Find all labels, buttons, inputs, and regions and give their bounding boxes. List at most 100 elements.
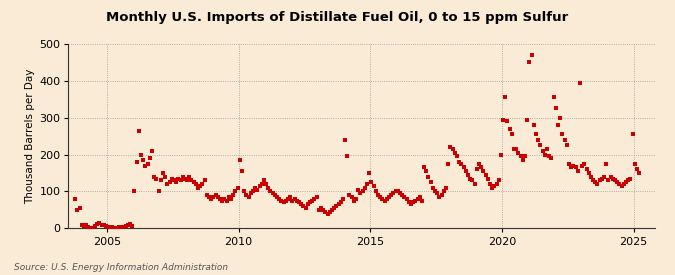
Point [269, 193, 280, 197]
Point [360, 186, 371, 190]
Point [261, 182, 271, 186]
Point [414, 195, 425, 199]
Point [366, 180, 377, 184]
Point [243, 195, 254, 199]
Point [597, 176, 608, 181]
Point [478, 169, 489, 173]
Point [504, 126, 515, 131]
Point [316, 206, 327, 210]
Point [513, 150, 524, 155]
Point [632, 167, 643, 172]
Point [629, 161, 640, 166]
Point [425, 180, 436, 184]
Y-axis label: Thousand Barrels per Day: Thousand Barrels per Day [25, 68, 35, 204]
Point [562, 143, 572, 147]
Point [599, 174, 610, 179]
Point [276, 199, 287, 203]
Point [495, 152, 506, 157]
Point [166, 176, 177, 181]
Point [96, 222, 107, 227]
Point [136, 152, 146, 157]
Point [111, 226, 122, 230]
Point [204, 195, 215, 199]
Point [555, 116, 566, 120]
Point [506, 132, 517, 136]
Point [462, 173, 473, 177]
Point [160, 174, 171, 179]
Point [186, 178, 197, 183]
Point [138, 158, 148, 162]
Point [460, 169, 471, 173]
Point [497, 117, 508, 122]
Point [140, 163, 151, 168]
Point [113, 225, 124, 229]
Point [213, 195, 223, 199]
Point [441, 186, 452, 190]
Point [122, 222, 133, 227]
Point [259, 178, 269, 183]
Point [566, 165, 576, 170]
Point [618, 182, 629, 186]
Point [568, 163, 578, 168]
Point [340, 138, 350, 142]
Point [590, 180, 601, 184]
Point [182, 178, 192, 183]
Point [307, 199, 318, 203]
Point [263, 186, 273, 190]
Point [175, 178, 186, 183]
Point [410, 199, 421, 203]
Point [605, 174, 616, 179]
Point [616, 184, 627, 188]
Point [625, 176, 636, 181]
Point [285, 195, 296, 199]
Point [436, 193, 447, 197]
Point [142, 161, 153, 166]
Point [397, 193, 408, 197]
Point [162, 182, 173, 186]
Point [287, 199, 298, 203]
Point [541, 147, 552, 151]
Point [94, 221, 105, 225]
Point [271, 195, 282, 199]
Point [373, 193, 383, 197]
Point [267, 191, 278, 196]
Point [278, 200, 289, 205]
Point [423, 174, 434, 179]
Point [509, 147, 520, 151]
Point [201, 193, 212, 197]
Point [217, 199, 227, 203]
Point [208, 195, 219, 199]
Point [529, 123, 539, 127]
Point [331, 204, 342, 208]
Point [553, 123, 564, 127]
Point [313, 208, 324, 212]
Point [346, 195, 357, 199]
Point [404, 200, 414, 205]
Point [502, 119, 513, 123]
Point [408, 200, 418, 205]
Point [85, 225, 96, 230]
Point [418, 165, 429, 170]
Point [614, 182, 625, 186]
Point [325, 210, 335, 214]
Point [232, 186, 243, 190]
Point [559, 138, 570, 142]
Point [458, 165, 469, 170]
Point [298, 204, 308, 208]
Point [230, 189, 241, 194]
Point [511, 147, 522, 151]
Point [377, 197, 388, 201]
Point [81, 223, 92, 227]
Point [116, 225, 127, 230]
Point [300, 206, 311, 210]
Point [223, 195, 234, 199]
Point [353, 187, 364, 192]
Point [399, 195, 410, 199]
Point [487, 186, 497, 190]
Point [448, 147, 458, 151]
Point [627, 132, 638, 136]
Point [120, 224, 131, 229]
Point [620, 180, 631, 184]
Point [452, 154, 462, 159]
Point [83, 225, 94, 229]
